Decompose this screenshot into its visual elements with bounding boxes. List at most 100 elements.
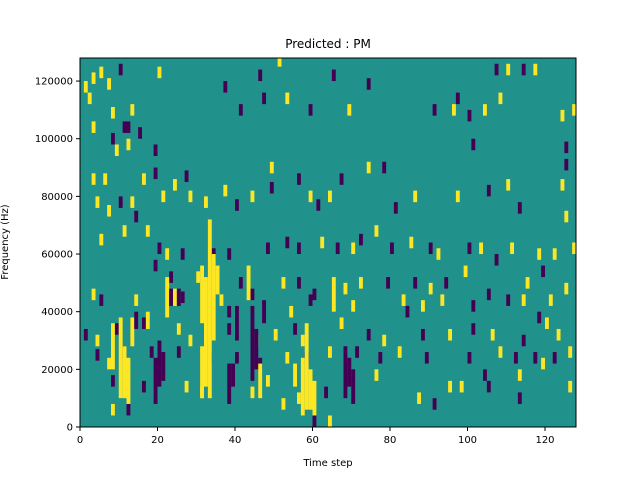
heatmap-cell xyxy=(568,380,573,393)
heatmap-cell xyxy=(506,179,511,191)
y-axis-label: Frequency (Hz) xyxy=(0,204,11,280)
heatmap-cell xyxy=(308,294,313,306)
heatmap-cell xyxy=(145,311,150,329)
heatmap-cell xyxy=(347,104,352,116)
heatmap-cell xyxy=(308,190,313,203)
heatmap-cell xyxy=(517,369,522,381)
x-tick-label: 40 xyxy=(229,435,242,446)
y-tick-label: 40000 xyxy=(41,307,73,318)
heatmap-cell xyxy=(455,190,460,203)
heatmap-cell xyxy=(107,78,112,90)
heatmap-cell xyxy=(227,323,232,335)
heatmap-cell xyxy=(401,294,406,306)
heatmap-cell xyxy=(568,346,573,358)
heatmap-cell xyxy=(223,81,228,93)
x-tick-label: 60 xyxy=(306,435,319,446)
heatmap-cell xyxy=(238,277,243,289)
heatmap-cell xyxy=(153,144,158,157)
heatmap-cell xyxy=(258,363,263,399)
heatmap-cell xyxy=(297,173,301,185)
heatmap-cell xyxy=(564,141,569,154)
heatmap-cell xyxy=(304,323,309,410)
heatmap-cell xyxy=(494,63,499,76)
heatmap-cell xyxy=(521,294,526,306)
heatmap-cell xyxy=(289,305,294,318)
plot-frame xyxy=(79,57,577,428)
heatmap-cell xyxy=(130,104,135,116)
heatmap-cell xyxy=(122,225,127,237)
heatmap-cell xyxy=(250,288,255,301)
heatmap-cell xyxy=(126,138,131,151)
y-axis-ticks: 0 20000 40000 60000 80000 100000 120000 xyxy=(35,77,80,434)
heatmap-cell xyxy=(200,346,205,399)
heatmap-cell xyxy=(215,265,220,295)
heatmap-cell xyxy=(130,196,135,208)
x-tick-label: 0 xyxy=(77,435,83,446)
heatmap-cell xyxy=(300,357,305,416)
heatmap-cell xyxy=(339,173,344,185)
heatmap-cell xyxy=(269,181,274,194)
heatmap-cell xyxy=(521,63,526,76)
heatmap-cell xyxy=(134,294,139,306)
heatmap-cell xyxy=(359,277,363,289)
heatmap-cell xyxy=(351,369,356,404)
heatmap-cell xyxy=(417,392,422,404)
heatmap-cell xyxy=(428,282,433,295)
heatmap-cell xyxy=(421,328,425,341)
heatmap-cell xyxy=(254,328,259,370)
heatmap-cell xyxy=(448,328,453,341)
heatmap-cell xyxy=(200,265,205,324)
heatmap-cell xyxy=(564,158,569,171)
heatmap-cell xyxy=(273,328,278,341)
heatmap-cell xyxy=(436,248,441,260)
heatmap-cell xyxy=(459,380,464,393)
heatmap-cell xyxy=(537,311,542,324)
heatmap-cell xyxy=(99,233,104,246)
heatmap-cell xyxy=(312,288,317,301)
heatmap-cell xyxy=(471,138,476,151)
heatmap-cell xyxy=(126,357,131,404)
heatmap-cell xyxy=(126,403,131,416)
heatmap-cell xyxy=(366,78,371,90)
heatmap-cell xyxy=(122,121,127,133)
heatmap-cell xyxy=(413,190,418,203)
heatmap-cell xyxy=(114,323,119,335)
heatmap-cell xyxy=(176,346,181,358)
heatmap-cell xyxy=(99,66,104,79)
heatmap-cell xyxy=(188,334,193,347)
heatmap-cell xyxy=(409,236,414,249)
heatmap-cell xyxy=(448,380,453,393)
heatmap-cell xyxy=(374,369,379,381)
heatmap-cell xyxy=(572,242,577,255)
heatmap-cell xyxy=(281,398,286,410)
heatmap-cell xyxy=(207,219,212,399)
heatmap-cell xyxy=(111,132,115,145)
heatmap-cell xyxy=(552,352,557,364)
heatmap-cell xyxy=(169,271,174,283)
heatmap-cell xyxy=(533,352,538,364)
heatmap-cell xyxy=(471,323,476,335)
heatmap-cell xyxy=(556,328,561,341)
heatmap-cell xyxy=(471,300,476,312)
heatmap-cell xyxy=(331,277,336,312)
heatmap-cell xyxy=(297,242,301,255)
x-tick-label: 100 xyxy=(458,435,477,446)
heatmap-cell xyxy=(95,196,100,208)
heatmap-cell xyxy=(235,352,239,364)
heatmap-cell xyxy=(517,202,522,214)
heatmap-cell xyxy=(134,210,139,223)
heatmap-cell xyxy=(533,63,538,76)
heatmap-cell xyxy=(266,242,270,255)
heatmap-cell xyxy=(514,352,518,364)
heatmap-cell xyxy=(134,311,139,329)
heatmap-cell xyxy=(238,104,243,116)
y-tick-label: 100000 xyxy=(35,134,73,145)
heatmap-cell xyxy=(153,259,158,272)
heatmap-cell xyxy=(149,346,154,358)
heatmap-cell xyxy=(91,72,96,84)
heatmap-cell xyxy=(130,317,135,347)
heatmap-cell xyxy=(452,104,456,116)
heatmap-cell xyxy=(118,196,123,208)
heatmap-cell xyxy=(262,300,267,324)
